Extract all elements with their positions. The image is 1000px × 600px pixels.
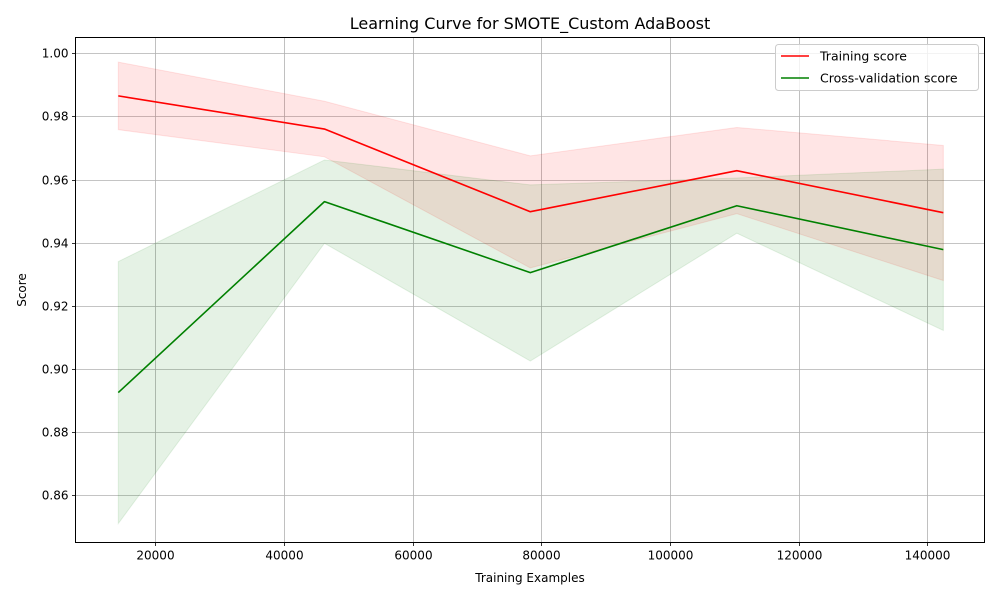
y-tick-label: 0.96 xyxy=(42,174,69,188)
x-axis-label: Training Examples xyxy=(474,571,584,585)
grid xyxy=(75,37,985,543)
confidence-bands xyxy=(117,61,944,526)
legend-box xyxy=(775,44,979,91)
chart-title: Learning Curve for SMOTE_Custom AdaBoost xyxy=(350,14,711,34)
axis-ticks: 20000 40000 60000 80000 100000 120000 140000 0.… xyxy=(42,47,951,563)
x-tick-label: 100000 xyxy=(648,549,694,563)
x-tick-label: 80000 xyxy=(522,549,560,563)
cross-validation-score-line xyxy=(117,200,944,394)
x-tick-label: 40000 xyxy=(265,549,303,563)
training-score-line xyxy=(118,95,944,214)
series-lines xyxy=(117,95,944,394)
y-tick-label: 0.98 xyxy=(42,110,69,124)
y-tick-label: 0.92 xyxy=(42,300,69,314)
x-tick-label: 120000 xyxy=(777,549,823,563)
legend-label-training: Training score xyxy=(819,49,907,64)
plot-area-frame xyxy=(75,37,985,543)
x-tick-label: 140000 xyxy=(905,549,951,563)
y-tick-label: 0.94 xyxy=(42,237,69,251)
legend-label-cross-validation: Cross-validation score xyxy=(820,71,958,86)
legend: Training score Cross-validation score xyxy=(775,44,979,91)
y-tick-label: 0.88 xyxy=(42,426,69,440)
x-tick-label: 60000 xyxy=(394,549,432,563)
y-tick-label: 0.90 xyxy=(42,363,69,377)
y-tick-label: 0.86 xyxy=(42,489,69,503)
y-tick-label: 1.00 xyxy=(42,47,69,61)
y-axis-label: Score xyxy=(15,273,29,307)
cross-validation-score-band xyxy=(117,159,944,526)
x-tick-label: 20000 xyxy=(136,549,174,563)
training-score-band xyxy=(117,61,944,282)
